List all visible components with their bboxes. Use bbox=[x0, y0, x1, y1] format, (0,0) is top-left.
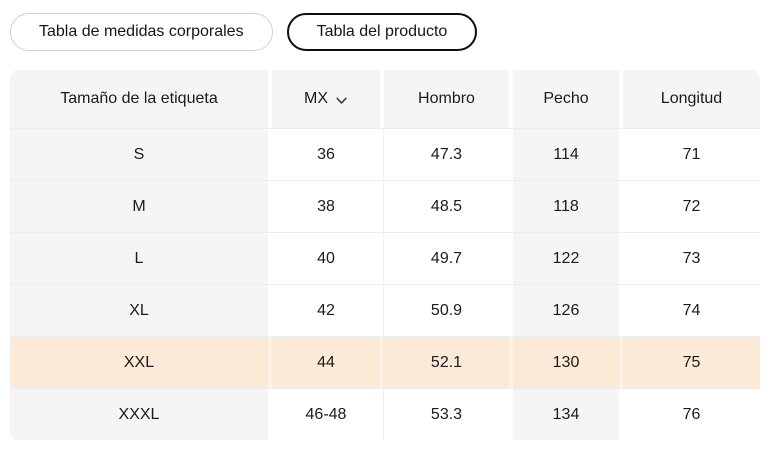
table-cell-mx: 36 bbox=[272, 129, 380, 180]
table-body: S 36 47.3 114 71 M 38 48.5 118 72 L 40 49.7 122 73 XL 42… bbox=[10, 128, 760, 440]
size-standard-dropdown[interactable]: MX bbox=[304, 90, 348, 108]
table-cell-shoulder: 53.3 bbox=[383, 389, 509, 440]
table-cell-length: 76 bbox=[623, 389, 760, 440]
table-cell-length: 74 bbox=[623, 285, 760, 336]
table-row: XL 42 50.9 126 74 bbox=[10, 284, 760, 336]
table-cell-shoulder: 50.9 bbox=[383, 285, 509, 336]
tab-body-measurements[interactable]: Tabla de medidas corporales bbox=[10, 13, 273, 51]
table-row: L 40 49.7 122 73 bbox=[10, 232, 760, 284]
table-cell-mx: 40 bbox=[272, 233, 380, 284]
product-size-table: Tamaño de la etiqueta MX Hombro Pecho Lo… bbox=[10, 70, 760, 440]
table-cell-chest: 130 bbox=[513, 337, 619, 388]
table-cell-chest: 126 bbox=[513, 285, 619, 336]
column-header-size-standard: MX bbox=[272, 70, 380, 128]
table-cell-size: L bbox=[10, 233, 268, 284]
table-cell-length: 73 bbox=[623, 233, 760, 284]
table-cell-chest: 134 bbox=[513, 389, 619, 440]
column-header-chest: Pecho bbox=[513, 70, 619, 128]
table-cell-chest: 118 bbox=[513, 181, 619, 232]
table-cell-length: 71 bbox=[623, 129, 760, 180]
table-cell-chest: 114 bbox=[513, 129, 619, 180]
table-cell-mx: 46-48 bbox=[272, 389, 380, 440]
column-header-length: Longitud bbox=[623, 70, 760, 128]
table-cell-mx: 38 bbox=[272, 181, 380, 232]
table-cell-chest: 122 bbox=[513, 233, 619, 284]
table-cell-shoulder: 52.1 bbox=[383, 337, 509, 388]
table-cell-size: M bbox=[10, 181, 268, 232]
table-cell-size: XL bbox=[10, 285, 268, 336]
table-cell-size: XXXL bbox=[10, 389, 268, 440]
table-row: M 38 48.5 118 72 bbox=[10, 180, 760, 232]
column-header-shoulder: Hombro bbox=[384, 70, 509, 128]
tab-product-measurements[interactable]: Tabla del producto bbox=[286, 13, 478, 51]
chevron-down-icon bbox=[335, 94, 348, 107]
column-header-label-size: Tamaño de la etiqueta bbox=[10, 70, 268, 128]
table-cell-shoulder: 49.7 bbox=[383, 233, 509, 284]
table-row: XXL 44 52.1 130 75 bbox=[10, 336, 760, 388]
size-standard-selected-value: MX bbox=[304, 90, 328, 107]
table-cell-size: S bbox=[10, 129, 268, 180]
table-cell-size: XXL bbox=[10, 337, 268, 388]
table-cell-mx: 42 bbox=[272, 285, 380, 336]
table-cell-shoulder: 47.3 bbox=[383, 129, 509, 180]
table-cell-length: 72 bbox=[623, 181, 760, 232]
table-header-row: Tamaño de la etiqueta MX Hombro Pecho Lo… bbox=[10, 70, 760, 128]
table-cell-length: 75 bbox=[623, 337, 760, 388]
table-cell-mx: 44 bbox=[272, 337, 380, 388]
table-row: S 36 47.3 114 71 bbox=[10, 128, 760, 180]
table-row: XXXL 46-48 53.3 134 76 bbox=[10, 388, 760, 440]
size-chart-tabs: Tabla de medidas corporales Tabla del pr… bbox=[10, 13, 760, 51]
table-cell-shoulder: 48.5 bbox=[383, 181, 509, 232]
